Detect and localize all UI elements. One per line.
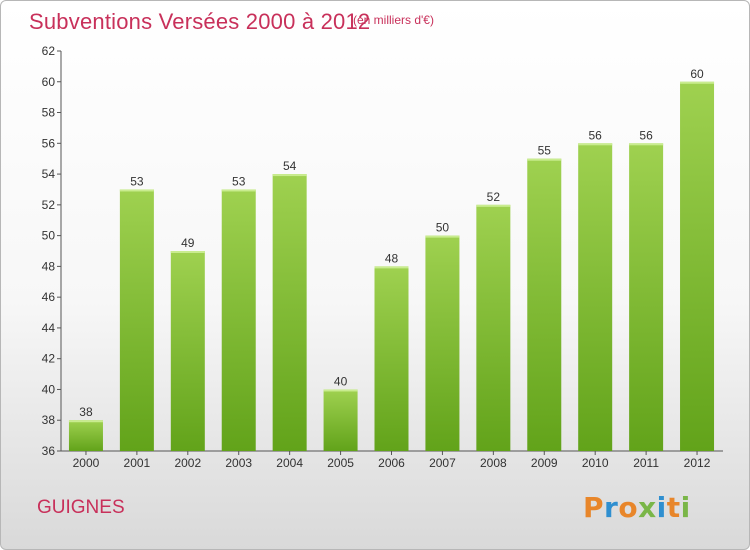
chart-unit-note: (en milliers d'€)	[353, 13, 434, 27]
data-label-2008: 52	[487, 190, 501, 204]
x-tick-label: 2007	[429, 456, 456, 470]
y-tick-label: 52	[42, 198, 56, 212]
bar-top-highlight	[425, 235, 460, 238]
y-tick-label: 44	[42, 321, 56, 335]
bar-2001	[119, 189, 154, 451]
logo-letter: x	[638, 491, 657, 524]
y-tick-label: 38	[42, 413, 56, 427]
bar-top-highlight	[527, 158, 562, 161]
logo-letter: P	[583, 491, 605, 524]
logo-letter: i	[680, 491, 691, 524]
bar-2002	[170, 251, 205, 451]
bar-top-highlight	[119, 189, 154, 192]
data-label-2006: 48	[385, 251, 399, 265]
y-tick-label: 48	[42, 259, 56, 273]
y-tick-label: 46	[42, 290, 56, 304]
y-tick-label: 54	[42, 167, 56, 181]
bar-top-highlight	[629, 143, 664, 146]
y-tick-label: 58	[42, 106, 56, 120]
chart-axes: 36 38 40 42 44 46 48 50 52 54 56 58 60 62 2000 2001 2002…	[42, 44, 723, 470]
bar-2007	[425, 235, 460, 451]
logo-letter: r	[604, 491, 619, 524]
bar-2005	[323, 389, 358, 451]
bar-2003	[221, 189, 256, 451]
bar-top-highlight	[68, 420, 103, 423]
bar-top-highlight	[578, 143, 613, 146]
x-tick-label: 2006	[378, 456, 405, 470]
bar-top-highlight	[476, 204, 511, 207]
logo-letter: t	[666, 491, 681, 524]
data-label-2002: 49	[181, 236, 195, 250]
bar-2006	[374, 266, 409, 451]
y-tick-label: 40	[42, 382, 56, 396]
data-label-2009: 55	[538, 144, 552, 158]
data-label-2003: 53	[232, 174, 246, 188]
y-tick-label: 60	[42, 75, 56, 89]
x-tick-label: 2002	[174, 456, 201, 470]
bar-top-highlight	[221, 189, 256, 192]
bar-top-highlight	[272, 174, 307, 177]
x-tick-label: 2012	[684, 456, 711, 470]
data-label-2012: 60	[690, 67, 704, 81]
x-tick-label: 2008	[480, 456, 507, 470]
bar-top-highlight	[170, 251, 205, 253]
chart-data-labels: 38 53 49 53 54 40 48 50 52 55 56 56 60	[79, 67, 704, 419]
bar-2012	[680, 81, 715, 452]
x-tick-label: 2011	[633, 456, 659, 470]
bar-2009	[527, 158, 562, 451]
data-label-2011: 56	[639, 128, 653, 142]
logo-letter: i	[656, 491, 667, 524]
y-tick-label: 50	[42, 229, 56, 243]
bar-top-highlight	[374, 266, 409, 269]
bar-2000	[68, 420, 103, 451]
x-tick-label: 2004	[276, 456, 303, 470]
y-tick-label: 56	[42, 136, 56, 150]
logo-letter: o	[618, 491, 639, 524]
bar-top-highlight	[323, 389, 358, 392]
commune-name: GUIGNES	[37, 497, 125, 518]
data-label-2007: 50	[436, 221, 450, 235]
x-tick-label: 2009	[531, 456, 558, 470]
x-tick-label: 2010	[582, 456, 609, 470]
x-tick-label: 2001	[124, 456, 151, 470]
data-label-2005: 40	[334, 374, 348, 388]
data-label-2004: 54	[283, 159, 297, 173]
chart-title: Subventions Versées 2000 à 2012	[29, 9, 371, 34]
y-tick-label: 42	[42, 352, 56, 366]
bar-2004	[272, 174, 307, 452]
bar-2011	[629, 143, 664, 452]
bar-2008	[476, 204, 511, 451]
data-label-2010: 56	[589, 128, 603, 142]
data-label-2000: 38	[79, 405, 93, 419]
x-tick-label: 2003	[225, 456, 252, 470]
bar-2010	[578, 143, 613, 452]
chart-bars	[68, 81, 715, 452]
x-tick-label: 2005	[327, 456, 354, 470]
y-tick-label: 36	[42, 444, 56, 458]
x-tick-label: 2000	[73, 456, 100, 470]
y-tick-label: 62	[42, 44, 56, 58]
data-label-2001: 53	[130, 174, 144, 188]
bar-top-highlight	[680, 81, 715, 84]
proxiti-logo: Proxiti	[583, 491, 691, 524]
